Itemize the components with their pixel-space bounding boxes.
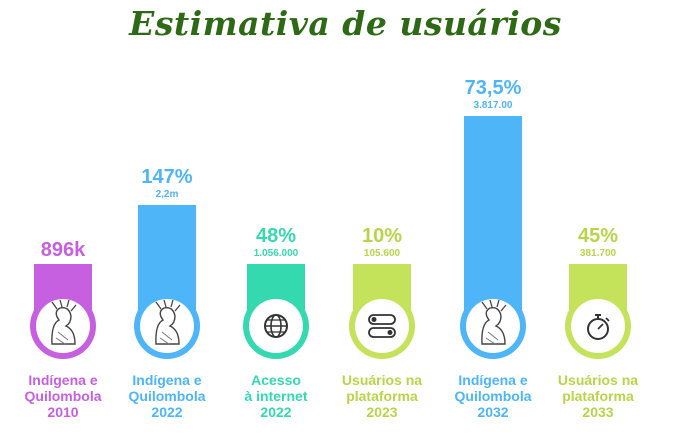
bar-percentage-label: 10% — [362, 225, 402, 247]
category-label: Indígena e Quilombola 2010 — [25, 372, 102, 420]
icon-badge — [140, 299, 194, 353]
icon-badge — [355, 299, 409, 353]
bar — [464, 116, 522, 326]
bar-group: 147%2,2m Indígena e Quilombola 2022 — [129, 166, 206, 420]
category-label: Usuários na plataforma 2033 — [558, 372, 638, 420]
bar-value-label: 381.700 — [580, 248, 617, 259]
bar-percentage-label: 896k — [41, 239, 86, 261]
portrait-icon — [481, 299, 507, 345]
bar-percentage-label: 147% — [141, 166, 192, 188]
icon-badge — [571, 299, 625, 353]
bar-percentage-label: 48% — [256, 225, 296, 247]
stopwatch-icon — [587, 314, 610, 340]
bar-value-label: 1.056.000 — [254, 248, 299, 259]
category-label: Indígena e Quilombola 2032 — [455, 372, 532, 420]
category-label: Usuários na plataforma 2023 — [342, 372, 422, 420]
bar-value-label: 3.817.00 — [474, 100, 513, 111]
category-label: Indígena e Quilombola 2022 — [129, 372, 206, 420]
chart-title: Estimativa de usuários — [129, 4, 562, 43]
portrait-icon — [51, 299, 77, 345]
category-label: Acesso à internet 2022 — [244, 372, 307, 420]
bar-group: 73,5%3.817.00 Indígena e Quilombola 2032 — [455, 77, 532, 420]
toggle-icon — [368, 314, 396, 338]
bar-group: 896k Indígena e Quilombola 2010 — [25, 239, 102, 420]
bar-value-label: 2,2m — [156, 189, 179, 200]
bar-group: 10%105.600 Usuários na plataforma 2023 — [342, 225, 422, 420]
bar-group: 48%1.056.000 Acesso à internet 2022 — [243, 225, 309, 420]
icon-badge — [36, 299, 90, 353]
bar-percentage-label: 73,5% — [465, 77, 522, 99]
bar-group: 45%381.700 Usuários na plataforma 2033 — [558, 225, 638, 420]
portrait-icon — [155, 299, 181, 345]
globe-icon — [264, 314, 288, 338]
icon-badge — [466, 299, 520, 353]
bar-percentage-label: 45% — [578, 225, 618, 247]
bar-value-label: 105.600 — [364, 248, 401, 259]
